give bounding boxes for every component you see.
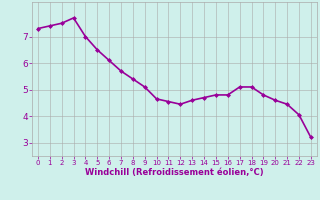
X-axis label: Windchill (Refroidissement éolien,°C): Windchill (Refroidissement éolien,°C) [85, 168, 264, 177]
